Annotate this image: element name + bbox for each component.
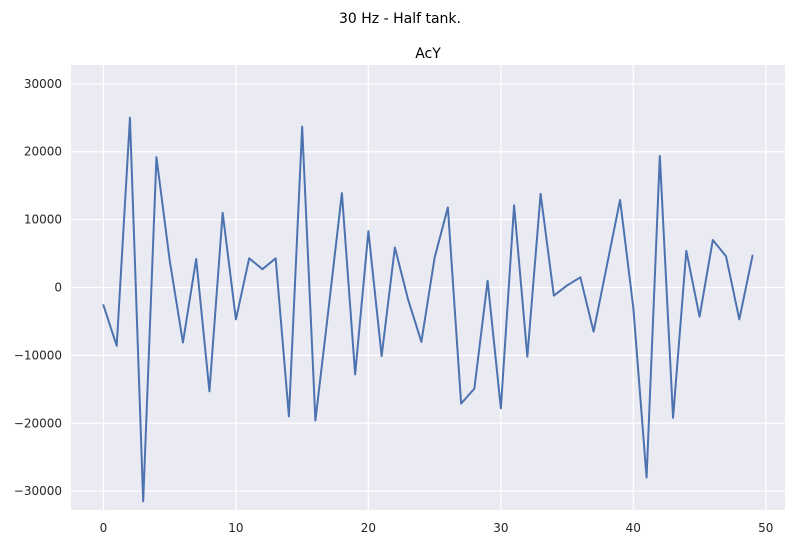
x-tick-label: 40 — [626, 521, 641, 535]
y-tick-label: 10000 — [24, 213, 62, 227]
y-axis-ticks: −30000 −20000 −10000 0 10000 20000 30000 — [14, 77, 62, 498]
x-tick-label: 20 — [361, 521, 376, 535]
series-line-0 — [102, 116, 754, 503]
y-tick-label: −20000 — [14, 416, 62, 430]
chart-title: AcY — [415, 46, 441, 62]
x-tick-label: 50 — [758, 521, 773, 535]
y-tick-label: 20000 — [24, 145, 62, 159]
figure-suptitle: 30 Hz - Half tank. — [339, 11, 461, 27]
x-tick-label: 0 — [100, 521, 108, 535]
y-tick-label: 30000 — [24, 77, 62, 91]
series-layer — [102, 116, 754, 503]
y-tick-label: −30000 — [14, 484, 62, 498]
x-tick-label: 30 — [493, 521, 508, 535]
y-tick-label: 0 — [54, 281, 62, 295]
x-tick-label: 10 — [228, 521, 243, 535]
y-tick-label: −10000 — [14, 348, 62, 362]
x-axis-ticks: 0 10 20 30 40 50 — [100, 521, 774, 535]
